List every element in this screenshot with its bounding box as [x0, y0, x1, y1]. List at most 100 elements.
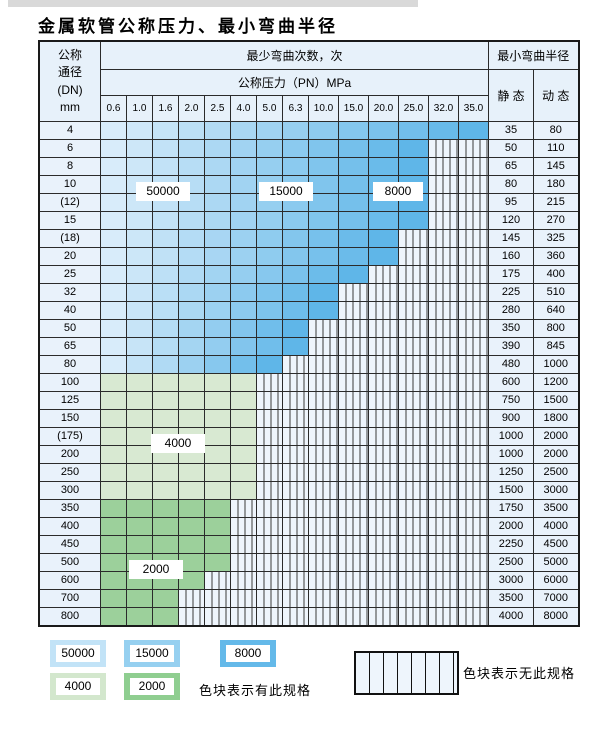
- static-value-cell: 390: [488, 337, 534, 356]
- dn-header: 公称 通径 (DN) mm: [38, 40, 101, 122]
- available-cell: [178, 517, 205, 536]
- available-cell: [204, 355, 231, 374]
- pressure-col-2.5: 2.5: [204, 95, 231, 122]
- not-available-cell: [458, 463, 489, 482]
- table-row-dn-800: 800 4000 8000: [38, 607, 579, 627]
- available-cell: [204, 409, 231, 428]
- not-available-cell: [398, 517, 429, 536]
- available-cell: [152, 355, 179, 374]
- not-available-cell: [368, 337, 399, 356]
- not-available-cell: [398, 463, 429, 482]
- pressure-col-0.6: 0.6: [100, 95, 127, 122]
- available-cell: [152, 247, 179, 266]
- static-value-cell: 3500: [488, 589, 534, 608]
- not-available-cell: [282, 481, 309, 500]
- not-available-cell: [308, 409, 339, 428]
- not-available-cell: [368, 283, 399, 302]
- table-row-dn-8: 8 65 145: [38, 157, 579, 176]
- available-cell: [126, 409, 153, 428]
- not-available-cell: [308, 481, 339, 500]
- available-cell: [178, 571, 205, 590]
- table-row-dn-25: 25 175 400: [38, 265, 579, 284]
- available-cell: [338, 175, 369, 194]
- table-row-dn-250: 250 1250 2500: [38, 463, 579, 482]
- available-cell: [338, 139, 369, 158]
- available-cell: [178, 211, 205, 230]
- dn-cell: 300: [38, 481, 101, 500]
- available-cell: [282, 301, 309, 320]
- available-cell: [152, 607, 179, 627]
- available-cell: [152, 283, 179, 302]
- not-available-cell: [398, 301, 429, 320]
- dn-cell: 700: [38, 589, 101, 608]
- not-available-cell: [428, 175, 459, 194]
- not-available-cell: [428, 481, 459, 500]
- dn-cell: 15: [38, 211, 101, 230]
- available-cell: [100, 445, 127, 464]
- dynamic-value-cell: 325: [533, 229, 579, 248]
- dn-cell: 800: [38, 607, 101, 627]
- available-cell: [282, 211, 309, 230]
- not-available-cell: [428, 391, 459, 410]
- legend-striped-swatch: [354, 651, 459, 695]
- not-available-cell: [256, 391, 283, 410]
- not-available-cell: [458, 265, 489, 284]
- not-available-cell: [428, 445, 459, 464]
- table-row-dn-700: 700 3500 7000: [38, 589, 579, 608]
- available-cell: [152, 535, 179, 554]
- not-available-cell: [338, 517, 369, 536]
- dynamic-value-cell: 270: [533, 211, 579, 230]
- dynamic-value-cell: 360: [533, 247, 579, 266]
- not-available-cell: [398, 391, 429, 410]
- available-cell: [230, 373, 257, 392]
- pressure-col-20.0: 20.0: [368, 95, 399, 122]
- not-available-cell: [230, 553, 257, 572]
- dynamic-value-cell: 3500: [533, 499, 579, 518]
- not-available-cell: [338, 589, 369, 608]
- table-row-dn-175: (175) 1000 2000: [38, 427, 579, 446]
- available-cell: [282, 283, 309, 302]
- table-row-dn-450: 450 2250 4500: [38, 535, 579, 554]
- available-cell: [152, 409, 179, 428]
- not-available-cell: [368, 409, 399, 428]
- table-row-dn-150: 150 900 1800: [38, 409, 579, 428]
- table-row-dn-40: 40 280 640: [38, 301, 579, 320]
- not-available-cell: [458, 157, 489, 176]
- available-cell: [100, 499, 127, 518]
- available-cell: [256, 121, 283, 140]
- available-cell: [126, 373, 153, 392]
- not-available-cell: [458, 607, 489, 627]
- available-cell: [204, 283, 231, 302]
- not-available-cell: [308, 337, 339, 356]
- not-available-cell: [178, 589, 205, 608]
- not-available-cell: [398, 355, 429, 374]
- not-available-cell: [428, 571, 459, 590]
- not-available-cell: [256, 409, 283, 428]
- dn-cell: 8: [38, 157, 101, 176]
- pressure-col-6.3: 6.3: [282, 95, 309, 122]
- table-row-dn-200: 200 1000 2000: [38, 445, 579, 464]
- pressure-col-10.0: 10.0: [308, 95, 339, 122]
- available-cell: [308, 175, 339, 194]
- available-cell: [204, 265, 231, 284]
- available-cell: [282, 265, 309, 284]
- static-value-cell: 95: [488, 193, 534, 212]
- dynamic-value-cell: 2000: [533, 445, 579, 464]
- static-value-cell: 280: [488, 301, 534, 320]
- not-available-cell: [458, 355, 489, 374]
- dn-cell: 65: [38, 337, 101, 356]
- static-value-cell: 1000: [488, 427, 534, 446]
- static-value-cell: 1750: [488, 499, 534, 518]
- available-cell: [398, 139, 429, 158]
- dynamic-value-cell: 1800: [533, 409, 579, 428]
- available-cell: [126, 247, 153, 266]
- table-row-dn-50: 50 350 800: [38, 319, 579, 338]
- available-cell: [256, 355, 283, 374]
- not-available-cell: [308, 319, 339, 338]
- available-cell: [178, 463, 205, 482]
- dynamic-value-cell: 215: [533, 193, 579, 212]
- available-cell: [368, 139, 399, 158]
- not-available-cell: [178, 607, 205, 627]
- dynamic-value-cell: 145: [533, 157, 579, 176]
- not-available-cell: [256, 607, 283, 627]
